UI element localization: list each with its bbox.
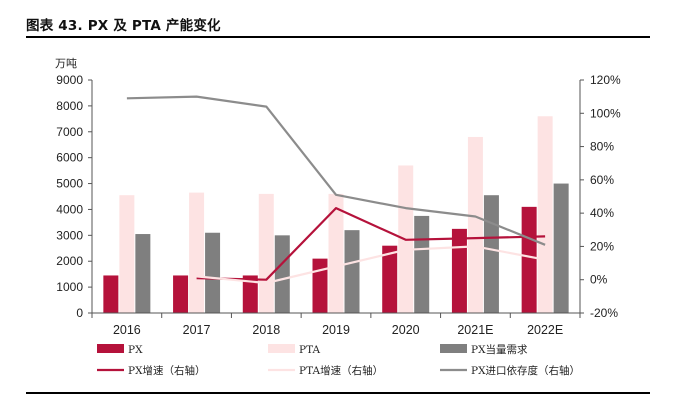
x-tick-label: 2020: [392, 323, 420, 337]
left-tick-label: 9000: [56, 73, 83, 87]
bar-PX: [451, 228, 467, 313]
right-tick-label: 100%: [590, 106, 621, 120]
bar-PTA: [189, 192, 205, 313]
left-tick-label: 4000: [56, 202, 83, 216]
bar-PX: [242, 275, 258, 313]
bar-PX当量需求: [553, 183, 569, 313]
left-tick-label: 3000: [56, 228, 83, 242]
line-PX增速（右轴）: [196, 207, 546, 281]
right-tick-label: 60%: [590, 173, 614, 187]
bar-PX当量需求: [414, 215, 430, 313]
left-tick-label: 0: [76, 306, 83, 320]
line-PTA增速（右轴）: [196, 245, 546, 285]
legend-label: PX增速（右轴）: [128, 364, 206, 377]
bar-PTA: [119, 195, 135, 313]
bar-PTA: [537, 116, 553, 313]
bar-PTA: [258, 193, 274, 313]
left-tick-label: 6000: [56, 151, 83, 165]
bar-PX当量需求: [483, 195, 499, 313]
bottom-divider: [26, 392, 650, 394]
x-tick-label: 2022E: [527, 323, 563, 337]
bar-PX: [173, 275, 189, 313]
x-tick-label: 2021E: [457, 323, 493, 337]
left-tick-label: 8000: [56, 99, 83, 113]
left-tick-label: 7000: [56, 125, 83, 139]
bar-PX当量需求: [205, 232, 221, 313]
legend-label: PX进口依存度（右轴）: [471, 364, 580, 377]
right-tick-label: 20%: [590, 239, 614, 253]
x-tick-label: 2019: [322, 323, 350, 337]
right-tick-label: 120%: [590, 73, 621, 87]
legend-swatch: [97, 344, 124, 353]
left-tick-label: 5000: [56, 177, 83, 191]
left-tick-label: 1000: [56, 280, 83, 294]
bar-PX当量需求: [274, 235, 290, 313]
x-tick-label: 2016: [113, 323, 141, 337]
legend-label: PTA增速（右轴）: [299, 364, 383, 377]
legend-swatch: [440, 344, 467, 353]
title-divider: [26, 36, 650, 38]
left-axis-unit: 万吨: [55, 57, 77, 70]
legend-label: PTA: [299, 344, 320, 356]
left-tick-label: 2000: [56, 254, 83, 268]
x-tick-label: 2017: [183, 323, 211, 337]
right-tick-label: 0%: [590, 273, 608, 287]
legend-label: PX: [128, 344, 143, 356]
line-PX进口依存度（右轴）: [126, 95, 546, 246]
bar-PX当量需求: [135, 234, 151, 313]
bar-PTA: [328, 193, 344, 313]
legend-swatch: [268, 344, 295, 353]
bar-PX: [521, 206, 537, 313]
bar-PX: [103, 275, 119, 313]
bar-PTA: [467, 136, 483, 313]
legend-label: PX当量需求: [471, 343, 528, 356]
right-tick-label: -20%: [590, 306, 618, 320]
bar-PX: [382, 245, 398, 313]
x-tick-label: 2018: [252, 323, 280, 337]
bar-PX: [312, 258, 328, 313]
chart-title: 图表 43. PX 及 PTA 产能变化: [26, 18, 221, 34]
bar-PX当量需求: [344, 230, 360, 313]
right-tick-label: 40%: [590, 206, 614, 220]
right-tick-label: 80%: [590, 140, 614, 154]
